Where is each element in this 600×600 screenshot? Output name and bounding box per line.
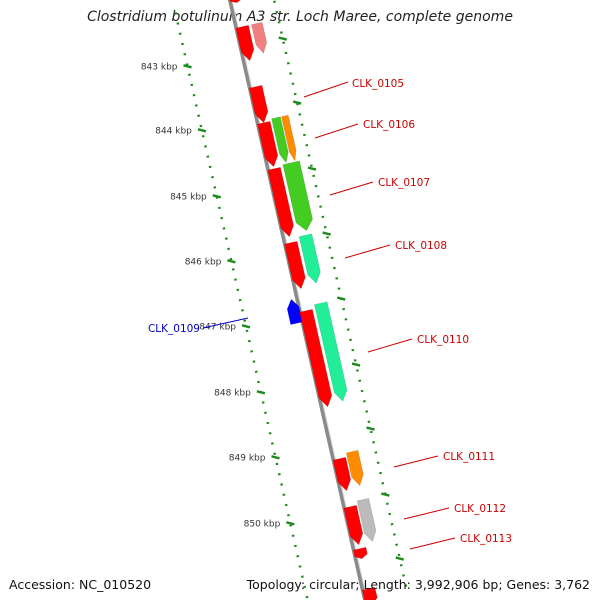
gene-arrow [345, 449, 364, 487]
gene-label: CLK_0111 [443, 451, 495, 463]
outer-major-tick [336, 296, 346, 301]
gene-label-leader [202, 317, 249, 329]
gene-label: CLK_0108 [395, 240, 447, 252]
gene-arrow [286, 298, 303, 325]
gene-label-leader [409, 537, 456, 550]
major-tick [241, 324, 251, 329]
scale-tick-label: 844 kbp [155, 126, 192, 136]
major-tick [286, 521, 295, 526]
gene-arrow [235, 24, 255, 62]
gene-arrow [299, 308, 333, 408]
scale-tick-label: 848 kbp [214, 388, 251, 398]
label-layer: 843 kbp 844 kbp 845 kbp 846 kbp 847 kbp 848 k… [141, 62, 512, 550]
gene-label: CLK_0107 [378, 177, 430, 189]
scale-tick-label: 845 kbp [170, 192, 207, 202]
major-tick [212, 194, 222, 199]
gene-label-leader [344, 244, 391, 259]
gene-arrow [229, 0, 241, 4]
gene-label-leader [403, 507, 450, 520]
outer-major-tick [322, 231, 331, 236]
outer-major-tick [381, 492, 390, 497]
gene-arrow [251, 21, 268, 55]
gene-arrow [343, 504, 364, 546]
scale-tick-label: 846 kbp [185, 257, 222, 267]
scale-tick-label: 850 kbp [244, 519, 281, 529]
gene-arrow [298, 233, 321, 284]
gene-label-leader [314, 123, 359, 139]
outer-major-tick [278, 36, 288, 41]
major-tick [197, 128, 207, 133]
scale-tick-label: 847 kbp [199, 322, 236, 332]
gene-label: CLK_0110 [417, 334, 469, 346]
gene-label: CLK_0113 [460, 533, 512, 545]
gene-layer [229, 0, 378, 600]
gene-label: CLK_0106 [363, 119, 415, 131]
genome-summary-text: Topology: circular; Length: 3,992,906 bp… [246, 577, 590, 592]
major-tick [183, 64, 192, 69]
outer-major-tick [395, 556, 405, 561]
scale-tick-label: 849 kbp [229, 453, 266, 463]
gene-label: CLK_0109 [148, 323, 200, 335]
gene-arrow [281, 114, 297, 162]
outer-major-tick [366, 426, 375, 431]
gene-arrow [248, 84, 269, 124]
outer-major-tick [292, 100, 302, 105]
gene-label: CLK_0105 [352, 78, 404, 90]
gene-arrow [284, 240, 306, 290]
gene-arrow [267, 166, 294, 238]
gene-arrow [257, 120, 279, 168]
outer-major-tick [351, 362, 361, 367]
scale-layer [174, 0, 409, 600]
gene-arrow [271, 116, 289, 164]
gene-arrow [361, 586, 378, 600]
outer-major-tick [307, 166, 317, 171]
gene-arrow [332, 456, 352, 492]
gene-arrow [352, 546, 368, 560]
major-tick [227, 259, 236, 264]
gene-label-leader [393, 455, 439, 468]
gene-label: CLK_0112 [454, 503, 506, 515]
gene-label-leader [329, 181, 374, 196]
major-tick [271, 455, 280, 460]
gene-label-leader [367, 338, 413, 353]
scale-tick-label: 843 kbp [141, 62, 178, 72]
gene-arrow [314, 301, 348, 402]
map-title: Clostridium botulinum A3 str. Loch Maree… [87, 9, 513, 25]
gene-arrow [282, 160, 313, 232]
gene-arrow [356, 497, 377, 543]
accession-text: Accession: NC_010520 [9, 577, 152, 592]
gene-label-leader [303, 81, 349, 98]
major-tick [256, 390, 266, 395]
